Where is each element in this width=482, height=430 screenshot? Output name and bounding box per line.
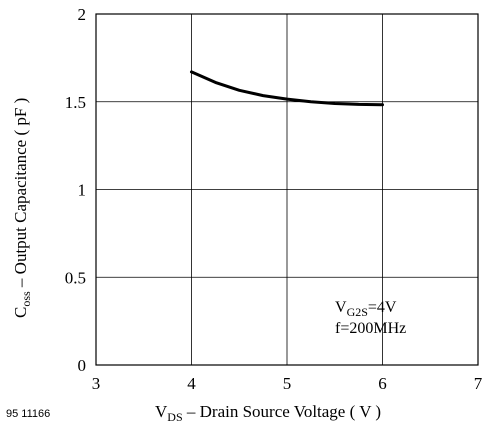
x-tick-label: 4 xyxy=(187,374,196,393)
x-tick-labels: 3 4 5 6 7 xyxy=(92,374,482,393)
y-axis-label: Coss – Output Capacitance ( pF ) xyxy=(11,98,33,318)
y-tick-label: 0 xyxy=(78,356,87,375)
y-tick-labels: 0 0.5 1 1.5 2 xyxy=(65,5,86,375)
x-tick-label: 7 xyxy=(474,374,482,393)
x-tick-label: 3 xyxy=(92,374,101,393)
y-tick-label: 1 xyxy=(78,181,87,200)
series-line-0 xyxy=(190,70,384,107)
figure-id: 95 11166 xyxy=(6,408,50,420)
grid-lines xyxy=(95,13,479,366)
y-tick-label: 2 xyxy=(78,5,87,24)
x-tick-label: 5 xyxy=(283,374,292,393)
plot-frame xyxy=(95,13,479,366)
y-tick-label: 1.5 xyxy=(65,93,86,112)
annotation-line-1: VG2S=4V xyxy=(335,299,397,319)
annotation-line-2: f=200MHz xyxy=(335,320,406,337)
x-tick-label: 6 xyxy=(378,374,387,393)
y-tick-label: 0.5 xyxy=(65,268,86,287)
series-group xyxy=(190,70,384,107)
x-axis-label: VDS – Drain Source Voltage ( V ) xyxy=(155,402,381,424)
